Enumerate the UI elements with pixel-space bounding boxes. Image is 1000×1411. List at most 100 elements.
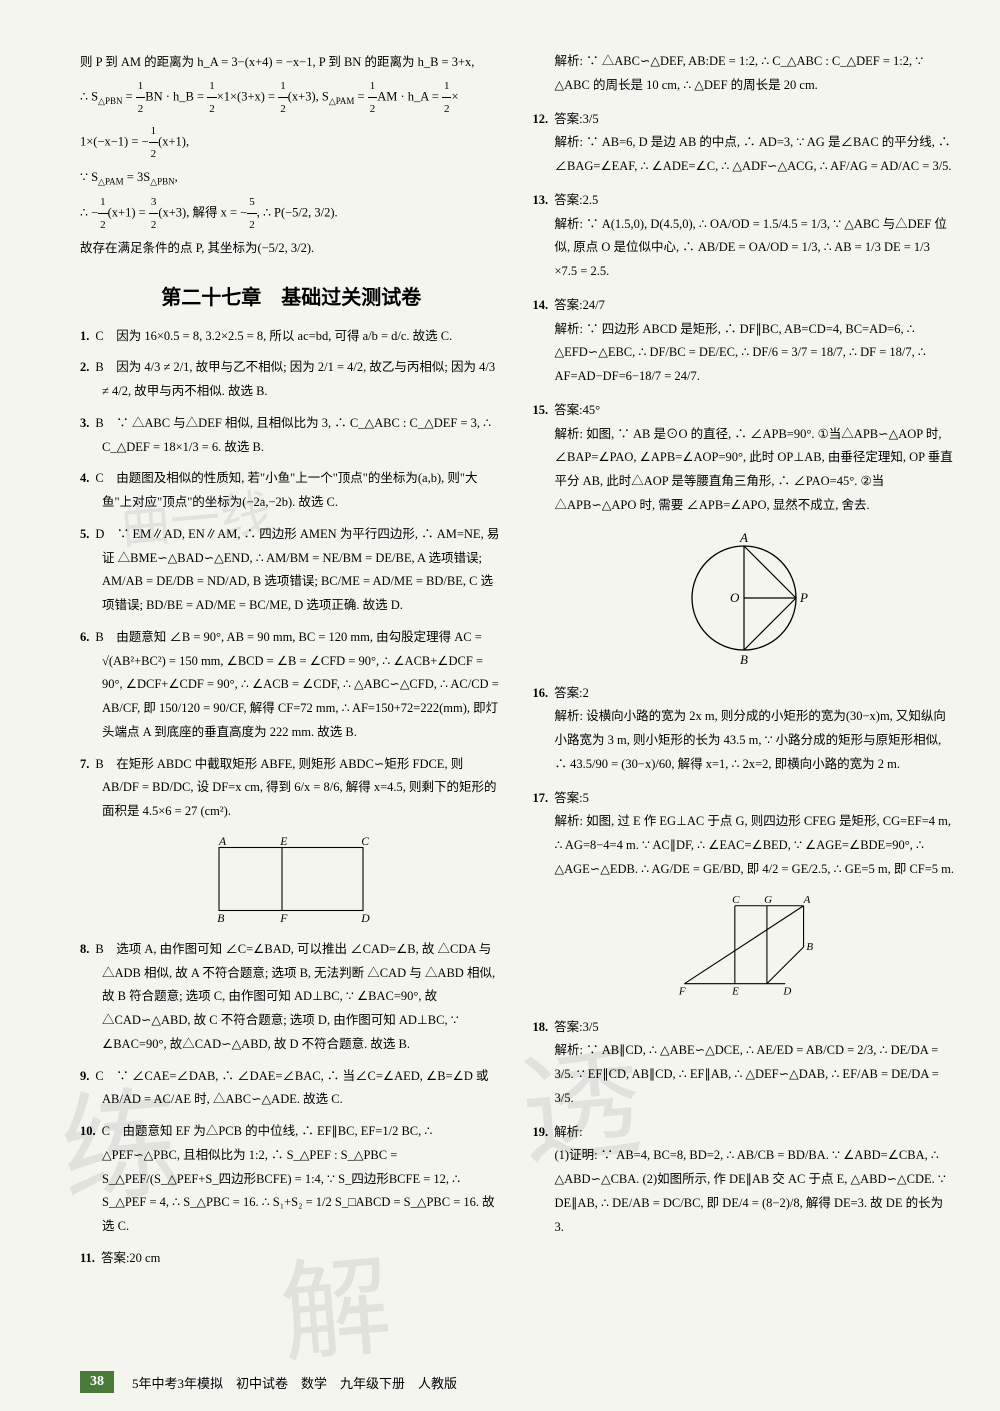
answer-value: 5: [583, 791, 589, 805]
answer-letter: C: [95, 1069, 103, 1083]
svg-text:B: B: [806, 940, 813, 952]
answer-letter: B: [95, 360, 103, 374]
solution-line: ∴ −12(x+1) = 32(x+3), 解得 x = −52, ∴ P(−5…: [80, 191, 503, 236]
explanation: 解析: ∵ AB∥CD, ∴ △ABE∽△DCE, ∴ AE/ED = AB/C…: [533, 1039, 956, 1110]
solution-line: ∵ S△PAM = 3S△PBN,: [80, 165, 503, 191]
solution-line: 故存在满足条件的点 P, 其坐标为(−5/2, 3/2).: [80, 236, 503, 261]
problem-number: 8.: [80, 942, 89, 956]
problem-number: 7.: [80, 757, 89, 771]
problem-2: 2.B 因为 4/3 ≠ 2/1, 故甲与乙不相似; 因为 2/1 = 4/2,…: [80, 356, 503, 404]
problem-4: 4.C 由题图及相似的性质知, 若"小鱼"上一个"顶点"的坐标为(a,b), 则…: [80, 467, 503, 515]
problem-number: 11.: [80, 1251, 95, 1265]
figure-rectangle: A E C B F D: [80, 834, 503, 928]
svg-text:G: G: [764, 894, 772, 906]
answer-letter: C: [95, 329, 103, 343]
problem-number: 10.: [80, 1124, 96, 1138]
problem-number: 9.: [80, 1069, 89, 1083]
problem-number: 18.: [533, 1020, 549, 1034]
circle-svg: A O P B: [674, 528, 814, 668]
chapter-title: 第二十七章 基础过关测试卷: [80, 281, 503, 310]
problem-number: 13.: [533, 193, 549, 207]
svg-text:O: O: [730, 590, 740, 605]
problem-number: 4.: [80, 471, 89, 485]
problem-number: 17.: [533, 791, 549, 805]
problem-9: 9. C ∵ ∠CAE=∠DAB, ∴ ∠DAE=∠BAC, ∴ 当∠C=∠AED…: [80, 1065, 503, 1113]
figure-triangle: A E B D C: [985, 50, 1000, 174]
rect-svg: A E C B F D: [201, 834, 381, 924]
problem-8: 8. B 选项 A, 由作图可知 ∠C=∠BAD, 可以推出 ∠CAD=∠B, 故…: [80, 938, 503, 1057]
problem-3: 3.B ∵ △ABC 与△DEF 相似, 且相似比为 3, ∴ C_△ABC :…: [80, 412, 503, 460]
problem-number: 12.: [533, 112, 549, 126]
problem-18: 18. 答案:3/5 解析: ∵ AB∥CD, ∴ △ABE∽△DCE, ∴ AE…: [533, 1016, 956, 1111]
answer-value: 3/5: [583, 112, 599, 126]
answer-label: 答案:: [554, 193, 582, 207]
answer-label: 答案:: [101, 1251, 129, 1265]
problem-number: 5.: [80, 527, 89, 541]
explanation: 解析: ∵ AB=6, D 是边 AB 的中点, ∴ AD=3, ∵ AG 是∠…: [533, 131, 956, 179]
answer-label: 答案:: [554, 298, 582, 312]
problem-number: 14.: [533, 298, 549, 312]
problem-5: 5. D ∵ EM∥AD, EN∥AM, ∴ 四边形 AMEN 为平行四边形, ∴…: [80, 523, 503, 618]
problem-15: 15. 答案:45° 解析: 如图, ∵ AB 是⊙O 的直径, ∴ ∠APB=9…: [533, 399, 956, 518]
problem-17: 17.答案:5 解析: 如图, 过 E 作 EG⊥AC 于点 G, 则四边形 C…: [533, 787, 956, 882]
explanation: 解析: 设横向小路的宽为 2x m, 则分成的小矩形的宽为(30−x)m, 又知…: [533, 705, 956, 776]
footer-text: 5年中考3年模拟 初中试卷 数学 九年级下册 人教版: [132, 1373, 457, 1392]
page-number: 38: [80, 1371, 114, 1393]
answer-letter: C: [95, 471, 103, 485]
answer-letter: C: [102, 1124, 110, 1138]
svg-text:D: D: [782, 985, 791, 997]
problem-7: 7.B 在矩形 ABDC 中截取矩形 ABFE, 则矩形 ABDC∽矩形 FDC…: [80, 753, 503, 824]
answer-label: 答案:: [554, 1020, 582, 1034]
page-footer: 38 5年中考3年模拟 初中试卷 数学 九年级下册 人教版: [80, 1371, 457, 1393]
svg-text:B: B: [740, 652, 748, 667]
svg-text:A: A: [218, 835, 227, 848]
pre-chapter-solution: 则 P 到 AM 的距离为 h_A = 3−(x+4) = −x−1, P 到 …: [80, 50, 503, 261]
problem-text: 因为 4/3 ≠ 2/1, 故甲与乙不相似; 因为 2/1 = 4/2, 故乙与…: [102, 360, 495, 398]
answer-label: 答案:: [554, 112, 582, 126]
svg-text:C: C: [732, 894, 740, 906]
answer-label: 答案:: [554, 791, 582, 805]
explanation: (1)证明: ∵ AB=4, BC=8, BD=2, ∴ AB/CB = BD/…: [533, 1144, 956, 1239]
problem-16: 16. 答案:2 解析: 设横向小路的宽为 2x m, 则分成的小矩形的宽为(30…: [533, 682, 956, 777]
solution-line: 则 P 到 AM 的距离为 h_A = 3−(x+4) = −x−1, P 到 …: [80, 50, 503, 75]
problem-text: 选项 A, 由作图可知 ∠C=∠BAD, 可以推出 ∠CAD=∠B, 故 △CD…: [102, 942, 495, 1051]
svg-text:B: B: [217, 912, 224, 924]
problem-number: 3.: [80, 416, 89, 430]
svg-text:A: A: [739, 530, 748, 545]
answer-value: 45°: [583, 403, 601, 417]
answer-label: 答案:: [554, 686, 582, 700]
svg-text:A: A: [802, 894, 810, 906]
problem-text: ∵ ∠CAE=∠DAB, ∴ ∠DAE=∠BAC, ∴ 当∠C=∠AED, ∠B…: [102, 1069, 488, 1107]
explanation: 解析: ∵ A(1.5,0), D(4.5,0), ∴ OA/OD = 1.5/…: [533, 213, 956, 284]
problem-text: 由题意知 ∠B = 90°, AB = 90 mm, BC = 120 mm, …: [102, 630, 499, 739]
problem-number: 19.: [533, 1125, 549, 1139]
svg-text:F: F: [678, 985, 686, 997]
explanation: 解析: 如图, ∵ AB 是⊙O 的直径, ∴ ∠APB=90°. ①当△APB…: [533, 423, 956, 518]
answer-letter: B: [95, 942, 103, 956]
svg-text:E: E: [279, 835, 287, 848]
answer-value: 2: [583, 686, 589, 700]
solution-line: ∴ S△PBN = 12BN · h_B = 12×1×(3+x) = 12(x…: [80, 75, 503, 120]
problem-number: 16.: [533, 686, 549, 700]
problem-13: 13.答案:2.5 解析: ∵ A(1.5,0), D(4.5,0), ∴ OA…: [533, 189, 956, 284]
answer-value: 20 cm: [129, 1251, 160, 1265]
problem-10: 10. C 由题意知 EF 为△PCB 的中位线, ∴ EF∥BC, EF=1/2…: [80, 1120, 503, 1239]
svg-text:C: C: [361, 835, 369, 848]
problem-number: 1.: [80, 329, 89, 343]
svg-text:D: D: [360, 912, 370, 924]
answer-label: 答案:: [554, 403, 582, 417]
problem-text: 由题意知 EF 为△PCB 的中位线, ∴ EF∥BC, EF=1/2 BC, …: [102, 1124, 495, 1233]
problem-text: ∵ △ABC 与△DEF 相似, 且相似比为 3, ∴ C_△ABC : C_△…: [102, 416, 491, 454]
problem-1: 1.C 因为 16×0.5 = 8, 3.2×2.5 = 8, 所以 ac=bd…: [80, 325, 503, 349]
problem-14: 14.答案:24/7 解析: ∵ 四边形 ABCD 是矩形, ∴ DF∥BC, …: [533, 294, 956, 389]
problem-text: ∵ EM∥AD, EN∥AM, ∴ 四边形 AMEN 为平行四边形, ∴ AM=…: [102, 527, 499, 612]
problem-number: 6.: [80, 630, 89, 644]
answer-letter: B: [95, 630, 103, 644]
svg-text:E: E: [731, 985, 739, 997]
problem-number: 15.: [533, 403, 549, 417]
answer-value: 24/7: [583, 298, 605, 312]
answer-letter: D: [95, 527, 104, 541]
answer-value: 3/5: [583, 1020, 599, 1034]
problem-6: 6. B 由题意知 ∠B = 90°, AB = 90 mm, BC = 120 …: [80, 626, 503, 745]
trap-svg: C G A B F E D: [664, 892, 824, 1002]
